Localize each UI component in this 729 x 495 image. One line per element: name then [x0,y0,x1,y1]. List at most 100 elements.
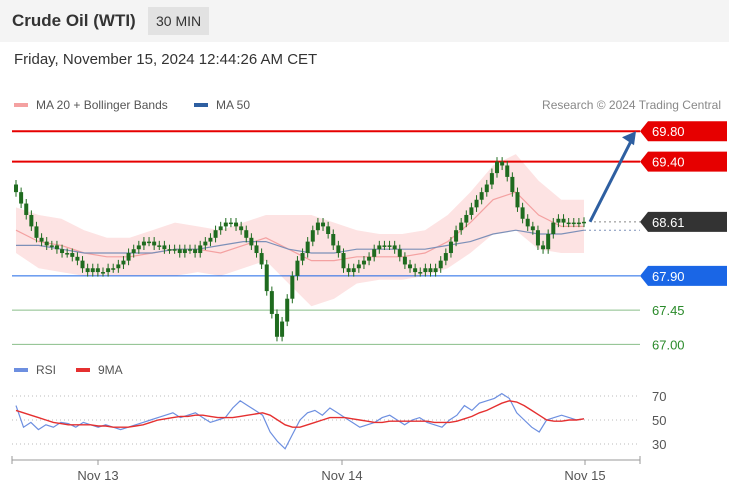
candle [341,253,346,269]
candle [249,237,254,246]
candle [177,249,182,254]
candle [234,222,239,227]
candle [571,222,576,225]
candle [116,264,121,269]
candle [259,253,264,265]
candle [274,313,279,337]
candle [520,207,525,219]
ma50-line [16,229,585,254]
candle [19,192,24,204]
candle [280,321,285,337]
candle [111,268,116,270]
level-label: 69.40 [652,155,685,170]
candle [162,245,167,250]
candle [326,226,331,234]
rsi-legend-item: 9MA [98,363,123,377]
candle [239,226,244,231]
candle [402,256,407,265]
candle [29,214,34,227]
candle [208,237,213,242]
candle [500,161,505,166]
candle [495,161,500,174]
candle [269,291,274,314]
candle [203,241,208,246]
level-tag [640,265,727,286]
candle [464,214,469,223]
candle [65,253,70,255]
level-label: 69.80 [652,124,685,139]
candle [34,226,39,238]
x-tick-label: Nov 13 [77,468,118,483]
candle [305,241,310,254]
candle [443,253,448,261]
candle [556,218,561,223]
candle [295,260,300,276]
candle [561,218,566,223]
candle [479,192,484,200]
candle [367,256,372,261]
candle [454,230,459,242]
candle [310,230,315,242]
candle [413,268,418,273]
level-label: 67.45 [652,303,685,318]
candle [551,222,556,234]
candle [530,226,535,231]
legend-item: MA 20 + Bollinger Bands [36,98,168,112]
candle [300,253,305,261]
candle [484,184,489,193]
rsi-line [15,392,585,450]
x-tick-label: Nov 14 [321,468,362,483]
candle [546,234,551,250]
candle [418,272,423,274]
candle [106,268,111,273]
rsi-tick-label: 70 [652,389,666,404]
candle [382,245,387,247]
rsi-tick-label: 30 [652,437,666,452]
candle [121,260,126,265]
rsi-legend-swatch [14,368,28,372]
candle [331,234,336,246]
bollinger-band [16,154,584,307]
candle [535,230,540,246]
candle [377,245,382,250]
candle [60,249,65,254]
level-label: 67.00 [652,337,685,352]
level-tag [640,211,727,232]
timeframe-badge[interactable]: 30 MIN [148,7,210,35]
candle [336,245,341,254]
candle [95,268,100,273]
candle [525,218,530,227]
candle [423,268,428,273]
candle [44,241,49,246]
legend-swatch [14,103,28,107]
candle [228,222,233,225]
candle [131,249,136,254]
candle [157,245,162,247]
candle [387,245,392,247]
candle [182,249,187,254]
candle [315,222,320,231]
ma20-line [15,191,584,262]
candle [193,249,198,254]
candle [49,245,54,247]
candle [213,230,218,238]
candle [356,264,361,269]
candle [541,245,546,250]
level-tag [640,151,727,172]
candle [361,260,366,265]
candle [70,253,75,257]
candle [372,249,377,257]
candle [582,221,586,224]
x-tick-label: Nov 15 [564,468,605,483]
candle [126,253,131,261]
candle [408,264,413,269]
candle [438,260,443,269]
candle [510,176,515,193]
candle [85,268,90,273]
candle [152,241,157,246]
level-label: 68.61 [652,215,685,230]
chart-datetime: Friday, November 15, 2024 12:44:26 AM CE… [14,51,318,68]
rsi-legend-swatch [76,368,90,372]
candle [147,241,152,244]
rsi-tick-label: 50 [652,413,666,428]
